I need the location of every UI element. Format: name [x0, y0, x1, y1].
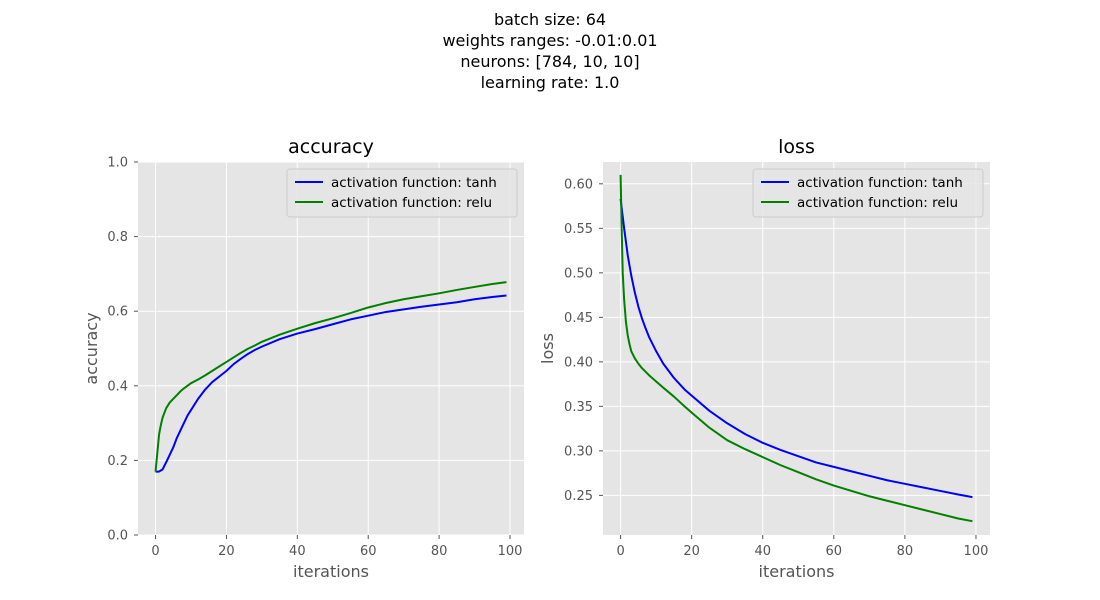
- accuracy-subplot: 0 20 40 60 80 100 0.0 0.2 0.4 0.6 0.8 1.0 accuracy it…: [82, 136, 524, 581]
- accuracy-x-tick-label: 0: [151, 544, 159, 559]
- accuracy-x-tick-label: 100: [498, 544, 523, 559]
- loss-series-line-relu: [619, 174, 973, 523]
- loss-series-line-tanh: [619, 198, 973, 499]
- loss-plot-area: [603, 162, 990, 535]
- accuracy-y-tick-label: 0.2: [107, 454, 128, 469]
- accuracy-y-axis-label: accuracy: [82, 312, 101, 384]
- loss-x-tick-label: 40: [754, 544, 771, 559]
- accuracy-x-tick-label: 60: [360, 544, 377, 559]
- loss-subplot: 0 20 40 60 80 100 0.25 0.30 0.35 0.40 0.45 0.50 0.55…: [538, 136, 990, 581]
- loss-y-tick-label: 0.35: [564, 400, 593, 415]
- loss-y-tick-label: 0.45: [564, 311, 593, 326]
- accuracy-x-tick-label: 40: [289, 544, 306, 559]
- accuracy-y-tick-label: 0.8: [107, 230, 128, 245]
- suptitle-line-weights-ranges: weights ranges: -0.01:0.01: [442, 31, 658, 50]
- suptitle-line-learning-rate: learning rate: 1.0: [480, 73, 620, 92]
- figure-suptitle: batch size: 64 weights ranges: -0.01:0.0…: [0, 9, 1100, 93]
- accuracy-legend: [286, 168, 518, 218]
- loss-y-tick-label: 0.30: [564, 444, 593, 459]
- loss-y-tick-label: 0.25: [564, 489, 593, 504]
- accuracy-series-line-tanh: [155, 294, 507, 473]
- loss-x-tick-label: 100: [964, 544, 989, 559]
- accuracy-y-tick-label: 1.0: [107, 156, 128, 171]
- loss-chart-title: loss: [778, 136, 815, 158]
- loss-x-tick-label: 60: [826, 544, 843, 559]
- loss-legend-label: activation function: tanh: [797, 175, 963, 191]
- accuracy-x-tick-label: 20: [218, 544, 235, 559]
- loss-x-tick-label: 0: [616, 544, 624, 559]
- loss-legend-label: activation function: relu: [797, 195, 958, 211]
- accuracy-series-line-relu: [154, 281, 507, 472]
- accuracy-y-tick-label: 0.6: [107, 305, 128, 320]
- loss-y-tick-label: 0.60: [564, 177, 593, 192]
- suptitle-line-neurons: neurons: [784, 10, 10]: [460, 52, 640, 71]
- loss-x-axis-label: iterations: [759, 562, 835, 581]
- loss-x-tick-label: 20: [683, 544, 700, 559]
- suptitle-line-batch-size: batch size: 64: [493, 10, 607, 29]
- accuracy-legend-label: activation function: tanh: [331, 175, 497, 191]
- loss-y-tick-label: 0.50: [564, 266, 593, 281]
- accuracy-x-tick-label: 80: [431, 544, 448, 559]
- accuracy-y-tick-label: 0.0: [107, 529, 128, 544]
- accuracy-y-tick-label: 0.4: [107, 379, 128, 394]
- loss-legend: [752, 168, 984, 218]
- loss-y-tick-label: 0.55: [564, 222, 593, 237]
- loss-y-axis-label: loss: [538, 333, 557, 364]
- accuracy-x-axis-label: iterations: [293, 562, 369, 581]
- accuracy-chart-title: accuracy: [288, 136, 374, 158]
- loss-x-tick-label: 80: [897, 544, 914, 559]
- accuracy-legend-label: activation function: relu: [331, 195, 492, 211]
- accuracy-plot-area: [138, 162, 524, 535]
- loss-y-tick-label: 0.40: [564, 355, 593, 370]
